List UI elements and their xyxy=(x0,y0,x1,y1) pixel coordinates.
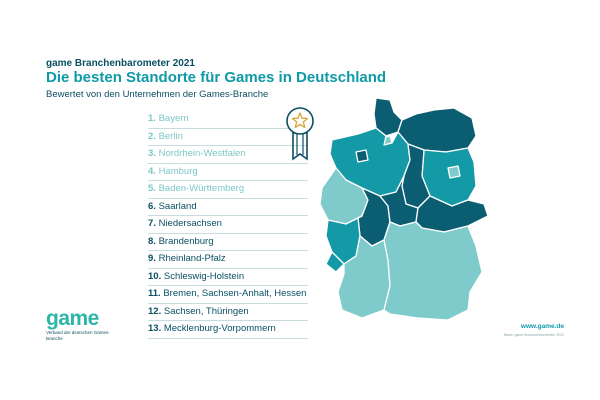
ranking-item-11: 11. Bremen, Sachsen-Anhalt, Hessen xyxy=(148,286,308,304)
ranking-item-5: 5. Baden-Württemberg xyxy=(148,181,308,199)
rank-number: 1. xyxy=(148,113,156,124)
ranking-item-10: 10. Schleswig-Holstein xyxy=(148,269,308,286)
map-state-bremen xyxy=(355,149,369,163)
rank-number: 13. xyxy=(148,323,162,334)
rank-number: 9. xyxy=(148,253,156,264)
state-name: Brandenburg xyxy=(158,235,214,247)
rank-number: 4. xyxy=(148,165,156,177)
page-title: Die besten Standorte für Games in Deutsc… xyxy=(46,69,387,86)
state-name: Bremen, Sachsen-Anhalt, Hessen xyxy=(163,288,307,299)
state-name: Sachsen, Thüringen xyxy=(163,305,249,317)
ranking-item-7: 7. Niedersachsen xyxy=(148,216,308,234)
map-state-bayern xyxy=(383,221,483,321)
state-name: Bayern xyxy=(158,113,189,124)
rank-number: 10. xyxy=(148,270,162,282)
ranking-item-1: 1. Bayern xyxy=(148,111,308,129)
state-name: Schleswig-Holstein xyxy=(163,270,245,282)
state-name: Hamburg xyxy=(158,165,198,177)
ranking-item-2: 2. Berlin xyxy=(148,129,308,146)
logo-subline: Verband der deutschen Games-Branche xyxy=(46,330,110,341)
state-name: Mecklenburg-Vorpommern xyxy=(163,323,276,334)
state-name: Saarland xyxy=(158,200,197,212)
ranking-item-9: 9. Rheinland-Pfalz xyxy=(148,251,308,269)
ranking-item-3: 3. Nordrhein-Westfalen xyxy=(148,146,308,164)
ranking-item-13: 13. Mecklenburg-Vorpommern xyxy=(148,321,308,339)
source-credit: Basis: game Branchenbarometer 2021 xyxy=(504,333,564,337)
page-subtitle: Bewertet von den Unternehmen der Games-B… xyxy=(46,89,269,100)
ranking-item-12: 12. Sachsen, Thüringen xyxy=(148,304,308,321)
state-name: Niedersachsen xyxy=(158,218,222,229)
rank-number: 3. xyxy=(148,148,156,159)
ranking-item-4: 4. Hamburg xyxy=(148,164,308,181)
state-name: Nordrhein-Westfalen xyxy=(158,148,246,159)
ranking-list: 1. Bayern 2. Berlin 3. Nordrhein-Westfal… xyxy=(148,111,308,339)
state-name: Rheinland-Pfalz xyxy=(158,253,226,264)
rank-number: 6. xyxy=(148,200,156,212)
ranking-item-8: 8. Brandenburg xyxy=(148,234,308,251)
rank-number: 11. xyxy=(148,288,161,299)
game-logo: game xyxy=(46,307,99,330)
state-name: Berlin xyxy=(158,130,183,142)
website-link[interactable]: www.game.de xyxy=(520,323,564,330)
map-state-saarland xyxy=(325,251,345,273)
rank-number: 8. xyxy=(148,235,156,247)
rank-number: 7. xyxy=(148,218,156,229)
rank-number: 12. xyxy=(148,305,162,317)
ranking-item-6: 6. Saarland xyxy=(148,199,308,216)
germany-states-map xyxy=(319,97,489,321)
award-rosette-star-icon xyxy=(286,107,314,161)
rank-number: 2. xyxy=(148,130,156,142)
rank-number: 5. xyxy=(148,183,156,194)
report-label: game Branchenbarometer 2021 xyxy=(46,58,195,69)
state-name: Baden-Württemberg xyxy=(158,183,245,194)
map-state-berlin xyxy=(447,165,461,179)
